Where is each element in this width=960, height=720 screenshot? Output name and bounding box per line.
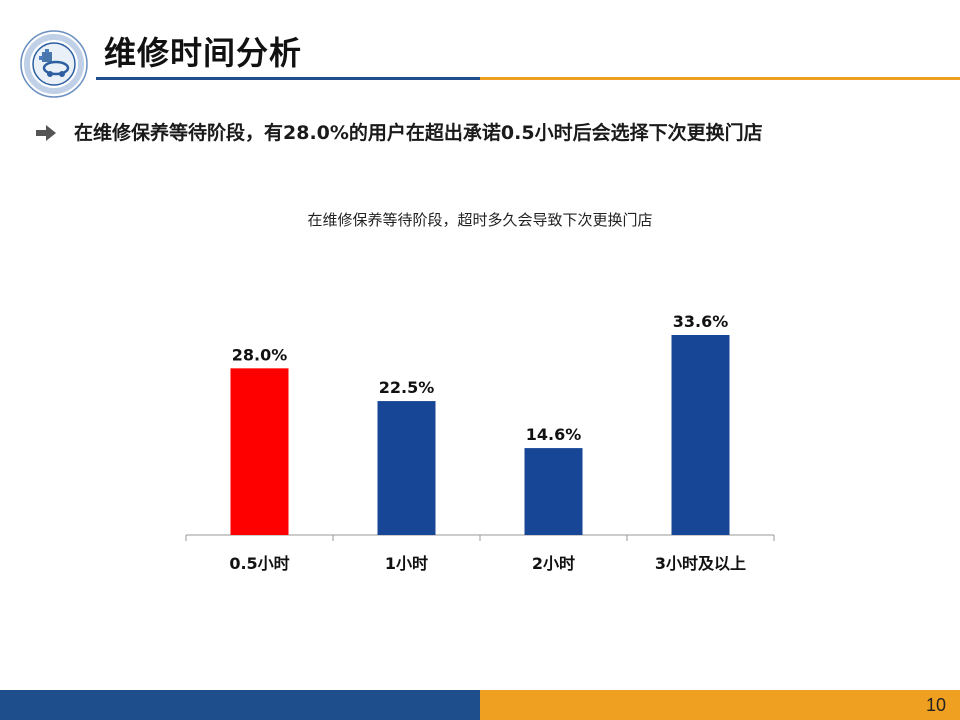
title-divider-orange (480, 77, 960, 80)
title-divider-blue (96, 77, 480, 80)
data-label: 33.6% (673, 312, 729, 331)
category-label: 2小时 (532, 554, 575, 573)
key-finding-text: 在维修保养等待阶段，有28.0%的用户在超出承诺0.5小时后会选择下次更换门店 (74, 122, 763, 144)
arrow-bullet-icon (36, 125, 56, 141)
data-label: 14.6% (526, 425, 582, 444)
bar (230, 368, 289, 535)
slide-title: 维修时间分析 (104, 34, 303, 72)
bar (671, 335, 730, 535)
category-label: 1小时 (385, 554, 428, 573)
footer-bar-orange (480, 690, 960, 720)
category-label: 0.5小时 (229, 554, 289, 573)
category-label: 3小时及以上 (655, 554, 746, 573)
data-label: 22.5% (379, 378, 435, 397)
bar (377, 401, 436, 535)
data-label: 28.0% (232, 345, 288, 364)
page-number: 10 (925, 695, 946, 715)
organization-logo (20, 30, 88, 98)
bar (524, 448, 583, 535)
footer-bar-blue (0, 690, 480, 720)
chart-title: 在维修保养等待阶段，超时多久会导致下次更换门店 (307, 211, 653, 229)
